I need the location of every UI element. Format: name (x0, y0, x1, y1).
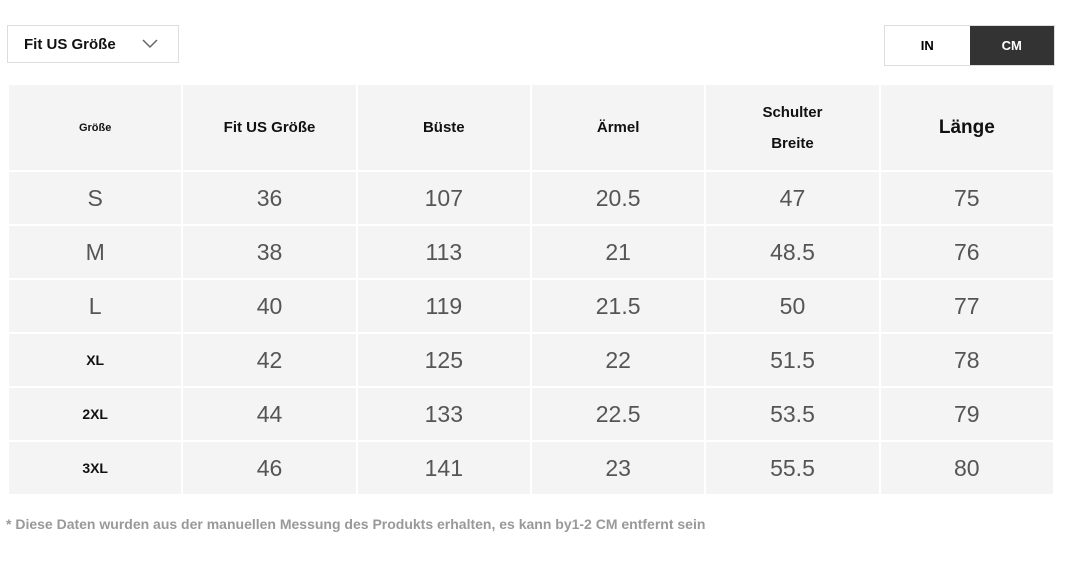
column-header: Fit US Größe (181, 83, 358, 172)
table-cell: 78 (878, 332, 1056, 388)
table-row: 3XL 46 141 23 55.5 80 (6, 440, 1056, 496)
table-body: S 36 107 20.5 47 75 M 38 113 21 48.5 76 L 40 119 21.5 50… (6, 170, 1056, 496)
footnote: * Diese Daten wurden aus der manuellen M… (6, 516, 706, 532)
table-cell: 22 (529, 332, 707, 388)
header-text: Büste (422, 119, 465, 136)
table-cell: 38 (181, 224, 358, 280)
header-text: Länge (938, 116, 995, 138)
table-cell: 40 (181, 278, 358, 334)
table-cell: 51.5 (704, 332, 881, 388)
table-cell: 22.5 (529, 386, 707, 442)
table-cell: 20.5 (529, 170, 707, 226)
table-cell: 119 (355, 278, 532, 334)
table-cell: 23 (529, 440, 707, 496)
table-cell: 79 (878, 386, 1056, 442)
table-cell: 21 (529, 224, 707, 280)
header-text: Schulter Breite (762, 103, 823, 152)
table-cell: 113 (355, 224, 532, 280)
header-text: Fit US Größe (223, 119, 316, 136)
table-cell: 3XL (6, 440, 184, 496)
table-cell: L (6, 278, 184, 334)
table-cell: 2XL (6, 386, 184, 442)
column-header: Ärmel (529, 83, 707, 172)
dropdown-label: Fit US Größe (24, 35, 116, 53)
table-cell: 53.5 (704, 386, 881, 442)
unit-toggle: IN CM (884, 25, 1055, 66)
table-cell: 55.5 (704, 440, 881, 496)
table-row: 2XL 44 133 22.5 53.5 79 (6, 386, 1056, 442)
header-text: Größe (78, 121, 112, 134)
column-header: Büste (355, 83, 532, 172)
table-cell: 80 (878, 440, 1056, 496)
table-cell: 77 (878, 278, 1056, 334)
table-cell: XL (6, 332, 184, 388)
size-table: Größe Fit US Größe Büste Ärmel Schulter Brei… (6, 83, 1056, 496)
unit-option[interactable]: CM (969, 26, 1054, 65)
column-header: Schulter Breite (704, 83, 881, 172)
table-cell: 141 (355, 440, 532, 496)
unit-option[interactable]: IN (920, 38, 934, 53)
table-cell: 133 (355, 386, 532, 442)
table-cell: 107 (355, 170, 532, 226)
table-cell: 36 (181, 170, 358, 226)
table-cell: 42 (181, 332, 358, 388)
table-cell: S (6, 170, 184, 226)
table-cell: 50 (704, 278, 881, 334)
table-cell: 125 (355, 332, 532, 388)
table-cell: 75 (878, 170, 1056, 226)
table-cell: 76 (878, 224, 1056, 280)
table-row: L 40 119 21.5 50 77 (6, 278, 1056, 334)
size-dropdown[interactable]: Fit US Größe (7, 25, 179, 63)
header-row: Größe Fit US Größe Büste Ärmel Schulter Brei… (6, 83, 1056, 172)
table-row: S 36 107 20.5 47 75 (6, 170, 1056, 226)
table-row: M 38 113 21 48.5 76 (6, 224, 1056, 280)
table-cell: 48.5 (704, 224, 881, 280)
column-header: Länge (878, 83, 1056, 172)
table-cell: 47 (704, 170, 881, 226)
table-cell: 44 (181, 386, 358, 442)
table-cell: 21.5 (529, 278, 707, 334)
column-header: Größe (6, 83, 184, 172)
header-text: Ärmel (596, 119, 640, 136)
table-cell: M (6, 224, 184, 280)
table-row: XL 42 125 22 51.5 78 (6, 332, 1056, 388)
table-cell: 46 (181, 440, 358, 496)
chevron-icon (142, 39, 158, 49)
